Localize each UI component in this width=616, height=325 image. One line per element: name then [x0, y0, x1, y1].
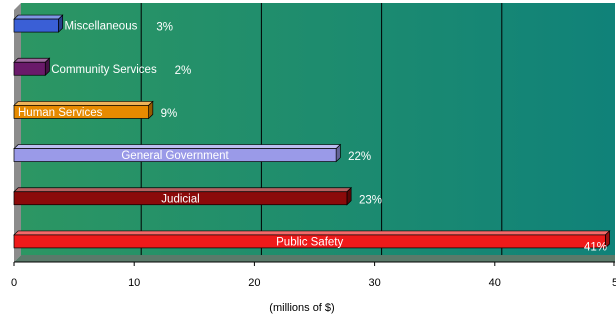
bar-0 — [13, 14, 64, 33]
percent-label-2: 9% — [161, 108, 178, 120]
bar-top — [13, 14, 64, 20]
bar-top — [13, 187, 353, 193]
x-tick-label: 40 — [489, 277, 501, 289]
percent-label-1: 2% — [175, 65, 192, 77]
plot-side-wall — [14, 3, 21, 262]
x-tick-label: 20 — [248, 277, 260, 289]
category-label-3: General Government — [121, 150, 229, 162]
bar-5 — [13, 230, 611, 249]
category-label-2: Human Services — [18, 107, 103, 119]
bar-face — [13, 61, 46, 76]
bar-top — [13, 57, 51, 63]
x-tick-label: 5 — [612, 277, 616, 289]
percent-label-0: 3% — [156, 22, 173, 34]
bar-1 — [13, 57, 51, 77]
x-axis-label: (millions of $) — [269, 302, 334, 314]
bar-top — [13, 230, 611, 236]
percent-label-3: 22% — [348, 151, 371, 163]
bar-top — [13, 101, 154, 106]
bar-face — [13, 234, 606, 249]
x-tick-label: 30 — [368, 277, 380, 289]
plot-floor — [14, 255, 615, 262]
category-label-5: Public Safety — [276, 236, 343, 248]
category-label-1: Community Services — [51, 64, 157, 76]
x-tick-label: 0 — [11, 277, 17, 289]
bar-4 — [13, 186, 353, 206]
category-label-4: Judicial — [161, 193, 199, 205]
bar-top — [13, 144, 342, 149]
percent-label-4: 23% — [359, 194, 382, 206]
bar-3 — [13, 143, 342, 163]
bar-face — [13, 148, 337, 162]
bar-2 — [13, 100, 154, 120]
category-label-0: Miscellaneous — [64, 21, 137, 33]
plot-background — [21, 3, 615, 255]
x-tick-label: 10 — [128, 277, 140, 289]
bar-face — [13, 105, 149, 119]
bar-face — [13, 18, 59, 33]
percent-label-5: 41% — [584, 241, 607, 253]
bar-face — [13, 191, 348, 206]
